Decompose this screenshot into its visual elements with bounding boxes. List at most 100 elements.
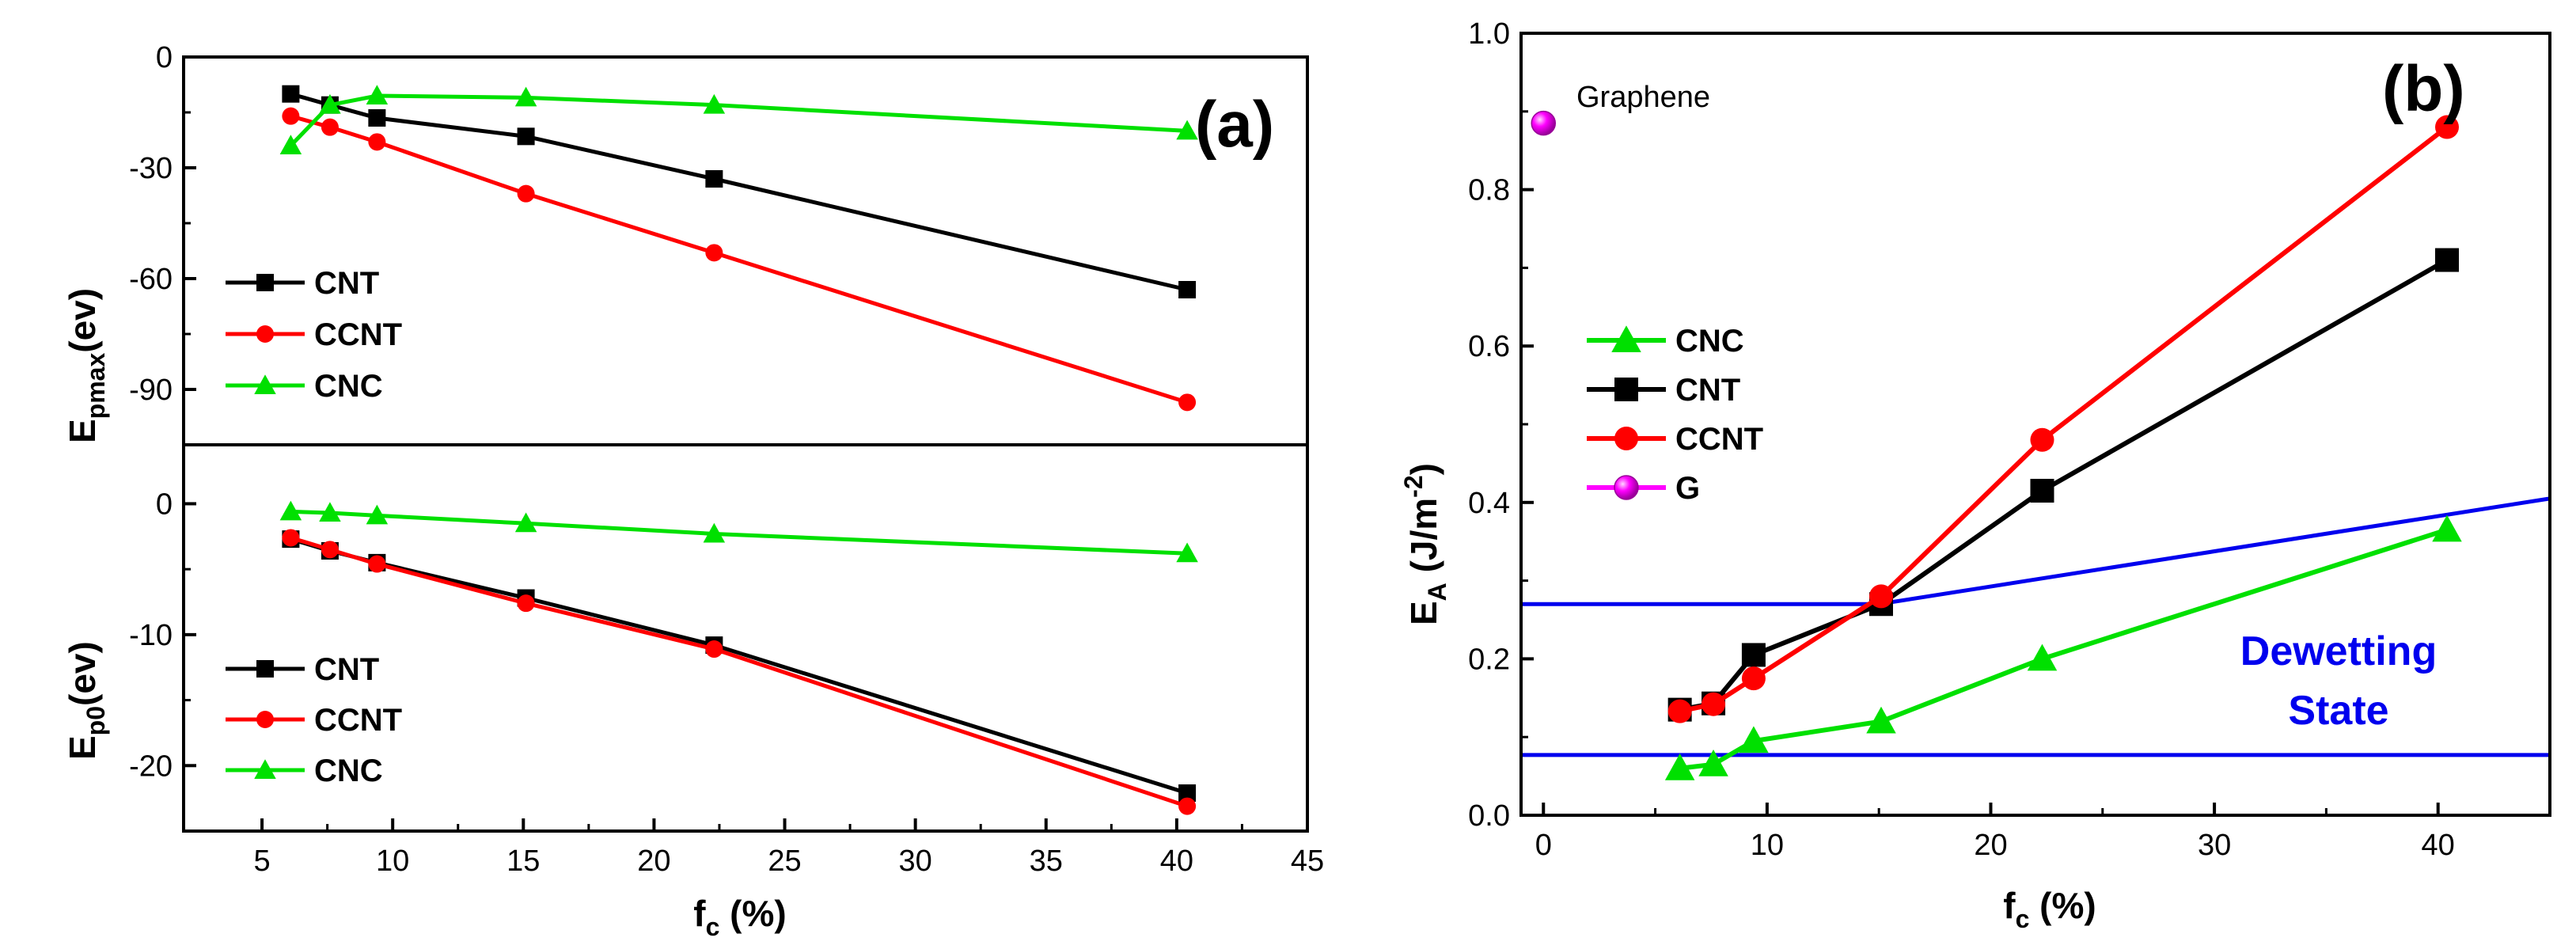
panel-b-series-cnt-point [1741, 643, 1766, 667]
panel-a-bottom-ytick-label: 0 [156, 488, 173, 521]
panel-b-ytick-label: 0.4 [1468, 487, 1510, 520]
panel-a-bottom-ytick-label: -10 [129, 619, 173, 652]
panel-a-bottom-series-cnc-point [703, 522, 726, 543]
panel-a-top-ytick-label: 0 [156, 41, 173, 74]
panel-a-top-series-cnt-point [705, 170, 723, 188]
panel-b-series-ccnt-point [1869, 584, 1893, 609]
panel-a-top-series-ccnt-point [321, 118, 339, 136]
panel-a-label: (a) [1195, 89, 1274, 161]
panel-b-xtick-label: 30 [2198, 829, 2231, 862]
panel-a-bottom-series-cnc-point [366, 504, 389, 525]
panel-b-series-cnc-point [1664, 753, 1695, 780]
panel-a-top-legend-swatch-marker [256, 325, 274, 343]
panel-b-xtick-label: 20 [1974, 829, 2007, 862]
panel-b-ytick-label: 0.8 [1468, 174, 1510, 207]
panel-a-top-series-cnc-point [514, 86, 537, 107]
panel-a-bottom-series-ccnt-point [1178, 797, 1197, 815]
panel-a-top-legend-swatch-marker [254, 374, 276, 394]
panel-b-series-ccnt-line [1679, 125, 2449, 714]
panel-a-top-legend-label-cnt: CNT [314, 266, 379, 301]
panel-b-legend-swatch-marker [1614, 475, 1639, 500]
panel-b-plot: 0.0 0.2 0.4 0.6 0.8 1.0 0 10 20 30 40 CNC CNT CCNT G [1468, 17, 2551, 862]
panel-a-top-legend-label-ccnt: CCNT [314, 317, 402, 352]
panel-a-top-ylabel: Epmax(ev) [62, 288, 110, 443]
panel-a-bottom-series-ccnt-point [705, 640, 723, 659]
panel-a-bottom-xtick-label: 10 [376, 845, 409, 878]
panel-a-bottom-series-cnc-point [279, 500, 302, 521]
panel-a-bottom-series-cnt-point [1178, 784, 1197, 803]
panel-a-top-series-ccnt-point [517, 184, 535, 203]
panel-b-series-ccnt-point [1702, 692, 1726, 716]
panel-b-legend-label-cnc: CNC [1675, 324, 1744, 359]
panel-b-xtick-label: 10 [1751, 829, 1784, 862]
panel-a-bottom-series-cnc-point [319, 502, 341, 522]
panel-a-bottom-xtick-label: 30 [899, 845, 932, 878]
panel-b-legend-swatch-marker [1611, 325, 1641, 352]
panel-a-bottom-legend-label-ccnt: CCNT [314, 703, 402, 738]
panel-b-series-ccnt-point [2030, 427, 2054, 452]
panel-a-top-series-cnt-point [1178, 281, 1197, 298]
panel-a-top-series-cnc-point [1176, 120, 1198, 140]
panel-b-xlabel: fc (%) [2003, 885, 2096, 933]
panel-b-ytick-label: 1.0 [1468, 17, 1510, 51]
panel-b-ytick-label: 0.6 [1468, 330, 1510, 363]
graphene-annotation: Graphene [1576, 81, 1710, 114]
panel-b-xtick-label: 40 [2422, 829, 2455, 862]
panel-a-bottom-legend-swatch-marker [256, 660, 274, 678]
panel-a-bottom-series-cnc-line [290, 509, 1188, 556]
panel-a-top-series-cnt-point [517, 127, 535, 146]
panel-a-bottom-ylabel: Ep0(ev) [62, 641, 110, 760]
panel-b-legend-label-g: G [1675, 471, 1700, 506]
panel-b-series-cnt-point [2030, 478, 2054, 503]
panel-b-legend: CNC CNT CCNT G [1587, 324, 1763, 506]
panel-b-series-cnc-point [1866, 706, 1896, 734]
panel-a-bottom-xtick-label: 35 [1030, 845, 1063, 878]
panel-a-bottom-series-ccnt-point [517, 594, 535, 613]
panel-a-top-legend: CNT CCNT CNC [226, 266, 402, 404]
panel-b-legend-label-ccnt: CCNT [1675, 422, 1763, 457]
panel-a-bottom-xtick-label: 40 [1160, 845, 1193, 878]
panel-a-top-series-cnc-point [319, 93, 341, 114]
panel-a-bottom-legend-label-cnt: CNT [314, 652, 379, 687]
panel-b-xtick-label: 0 [1535, 829, 1552, 862]
panel-a-bottom-legend-swatch-marker [256, 711, 274, 728]
panel-b-ylabel: EA (J/m-2) [1399, 463, 1451, 625]
panel-b-series-cnc-point [1698, 750, 1728, 776]
panel-a-bottom-legend-label-cnc: CNC [314, 754, 383, 788]
panel-a-bottom-series-ccnt-line [290, 536, 1188, 808]
panel-b-series-cnt-point [2435, 248, 2459, 272]
panel-a-top-legend-swatch-marker [256, 274, 274, 291]
panel-a-top-series-cnt-point [368, 109, 386, 127]
panel-a-top-legend-label-cnc: CNC [314, 369, 383, 404]
dewetting-label-line1: Dewetting [2240, 628, 2437, 674]
panel-b-legend-label-cnt: CNT [1675, 373, 1740, 408]
panel-a-bottom-plot: 0 -10 -20 5 10 15 20 25 30 35 40 45 CNT CCNT CNC [129, 443, 1324, 878]
panel-b-label: (b) [2382, 53, 2465, 125]
panel-a-bottom-xtick-label: 25 [768, 845, 801, 878]
panel-b-ytick-label: 0.0 [1468, 799, 1510, 833]
panel-a-top-ytick-label: -90 [129, 374, 173, 407]
panel-a-top-ytick-label: -30 [129, 152, 173, 185]
panel-a-top-series-ccnt-point [282, 107, 300, 125]
panel-b-series-cnc-point [2432, 514, 2462, 542]
panel-a-bottom-legend-swatch-marker [254, 759, 276, 779]
panel-a-bottom-series-cnc-point [1176, 542, 1198, 563]
panel-a-bottom-xtick-label: 20 [637, 845, 670, 878]
panel-a-bottom-series-ccnt-point [282, 529, 300, 547]
dewetting-label-line2: State [2288, 688, 2388, 734]
panel-a-bottom-series-ccnt-point [368, 555, 386, 573]
panel-a-bottom-frame [182, 443, 1309, 833]
panel-b-series-ccnt-point [2435, 115, 2459, 139]
panel-a-top-series-cnc-point [279, 135, 302, 154]
panel-a-top-series-cnc-point [703, 93, 726, 114]
panel-a-top-ytick-label: -60 [129, 263, 173, 296]
panel-a-bottom-xtick-label: 15 [506, 845, 540, 878]
panel-b-legend-swatch-marker [1614, 427, 1638, 450]
panel-a-xlabel: fc (%) [693, 893, 786, 941]
panel-b-series-g-point [1531, 110, 1557, 136]
panel-a-bottom-xtick-label: 45 [1291, 845, 1324, 878]
panel-b-series-cnc-point [2027, 643, 2058, 671]
panel-a-top-series-ccnt-point [368, 133, 386, 151]
panel-a-top-series-cnc-point [366, 85, 389, 104]
